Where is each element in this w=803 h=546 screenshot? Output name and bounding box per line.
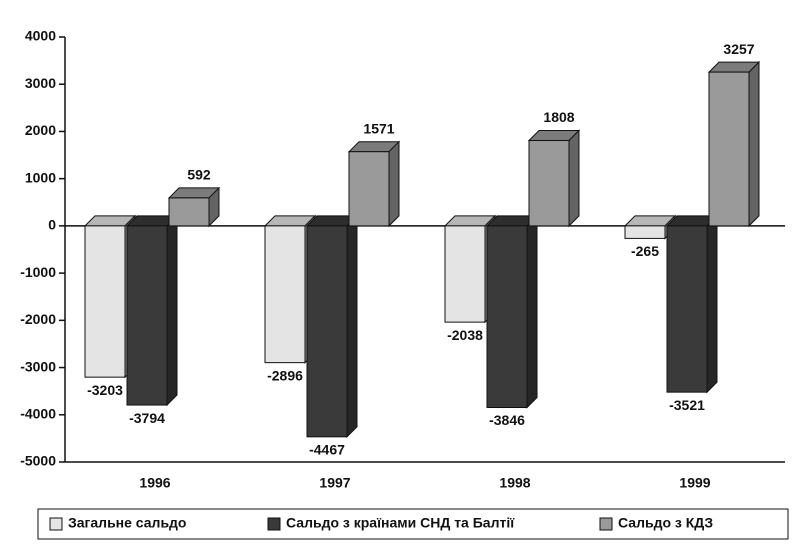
x-tick-label: 1997 [319,475,350,491]
value-label: 592 [187,167,211,183]
bar-side [706,214,718,394]
y-tick-label: 4000 [25,28,56,44]
value-label: -2038 [447,327,483,343]
bar [84,225,126,378]
value-label: -4467 [309,442,345,458]
x-tick-label: 1999 [679,475,710,491]
bar-side [388,140,400,228]
x-tick-label: 1996 [139,475,170,491]
bar-side [748,60,760,228]
bar [444,225,486,323]
bar-side [526,214,538,409]
bar [348,151,390,227]
value-label: -3203 [87,382,123,398]
value-label: -3794 [129,410,165,426]
y-tick-label: 3000 [25,75,56,91]
legend-swatch [49,517,63,531]
y-tick-label: -2000 [20,311,56,327]
y-tick-label: 2000 [25,122,56,138]
bar [708,71,750,227]
legend-swatch [599,517,613,531]
legend-frame [37,508,789,540]
bar [168,197,210,227]
bar [624,225,666,239]
bar [528,140,570,227]
value-label: -3521 [669,397,705,413]
bar [486,225,528,409]
legend-label: Сальдо з країнами СНД та Балтії [286,515,515,531]
y-tick-label: -3000 [20,358,56,374]
value-label: 1808 [543,109,574,125]
bar-side [346,214,358,439]
bar [306,225,348,438]
bar [666,225,708,393]
bar-side [568,129,580,228]
value-label: 1571 [363,120,394,136]
legend-label: Сальдо з КДЗ [618,515,713,531]
bar-side [166,214,178,407]
y-tick-label: -4000 [20,405,56,421]
y-tick-label: -1000 [20,264,56,280]
value-label: 3257 [723,41,754,57]
y-tick-label: 1000 [25,169,56,185]
legend-swatch [267,517,281,531]
value-label: -2896 [267,367,303,383]
legend-label: Загальне сальдо [68,515,187,531]
bar [264,225,306,364]
x-tick-label: 1998 [499,475,530,491]
y-tick-label: 0 [48,217,56,233]
y-tick-label: -5000 [20,453,56,469]
value-label: -265 [631,243,659,259]
value-label: -3846 [489,412,525,428]
bar [126,225,168,406]
